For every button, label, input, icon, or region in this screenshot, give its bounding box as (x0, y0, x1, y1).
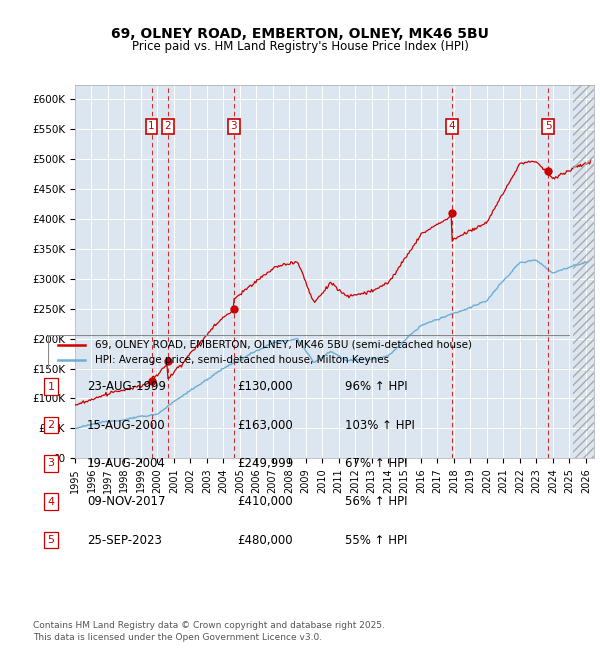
Text: 23-AUG-1999: 23-AUG-1999 (87, 380, 166, 393)
Text: Contains HM Land Registry data © Crown copyright and database right 2025.
This d: Contains HM Land Registry data © Crown c… (33, 621, 385, 642)
Text: 4: 4 (47, 497, 55, 507)
Text: 1: 1 (148, 122, 155, 131)
Text: 56% ↑ HPI: 56% ↑ HPI (345, 495, 407, 508)
Text: 103% ↑ HPI: 103% ↑ HPI (345, 419, 415, 432)
Text: 96% ↑ HPI: 96% ↑ HPI (345, 380, 407, 393)
Text: £130,000: £130,000 (237, 380, 293, 393)
Text: £249,999: £249,999 (237, 457, 293, 470)
Text: 25-SEP-2023: 25-SEP-2023 (87, 534, 162, 547)
Text: £480,000: £480,000 (237, 534, 293, 547)
Text: 2: 2 (47, 420, 55, 430)
Text: 19-AUG-2004: 19-AUG-2004 (87, 457, 166, 470)
Text: 15-AUG-2000: 15-AUG-2000 (87, 419, 166, 432)
Text: £410,000: £410,000 (237, 495, 293, 508)
Text: 1: 1 (47, 382, 55, 392)
Text: 09-NOV-2017: 09-NOV-2017 (87, 495, 166, 508)
Text: 4: 4 (448, 122, 455, 131)
Text: Price paid vs. HM Land Registry's House Price Index (HPI): Price paid vs. HM Land Registry's House … (131, 40, 469, 53)
Text: 69, OLNEY ROAD, EMBERTON, OLNEY, MK46 5BU (semi-detached house): 69, OLNEY ROAD, EMBERTON, OLNEY, MK46 5B… (95, 339, 472, 350)
Text: 55% ↑ HPI: 55% ↑ HPI (345, 534, 407, 547)
Text: 69, OLNEY ROAD, EMBERTON, OLNEY, MK46 5BU: 69, OLNEY ROAD, EMBERTON, OLNEY, MK46 5B… (111, 27, 489, 42)
Text: 5: 5 (47, 535, 55, 545)
Text: 67% ↑ HPI: 67% ↑ HPI (345, 457, 407, 470)
Text: 2: 2 (164, 122, 171, 131)
Text: HPI: Average price, semi-detached house, Milton Keynes: HPI: Average price, semi-detached house,… (95, 355, 389, 365)
Text: 3: 3 (47, 458, 55, 469)
Text: £163,000: £163,000 (237, 419, 293, 432)
Text: 3: 3 (230, 122, 237, 131)
Text: 5: 5 (545, 122, 551, 131)
